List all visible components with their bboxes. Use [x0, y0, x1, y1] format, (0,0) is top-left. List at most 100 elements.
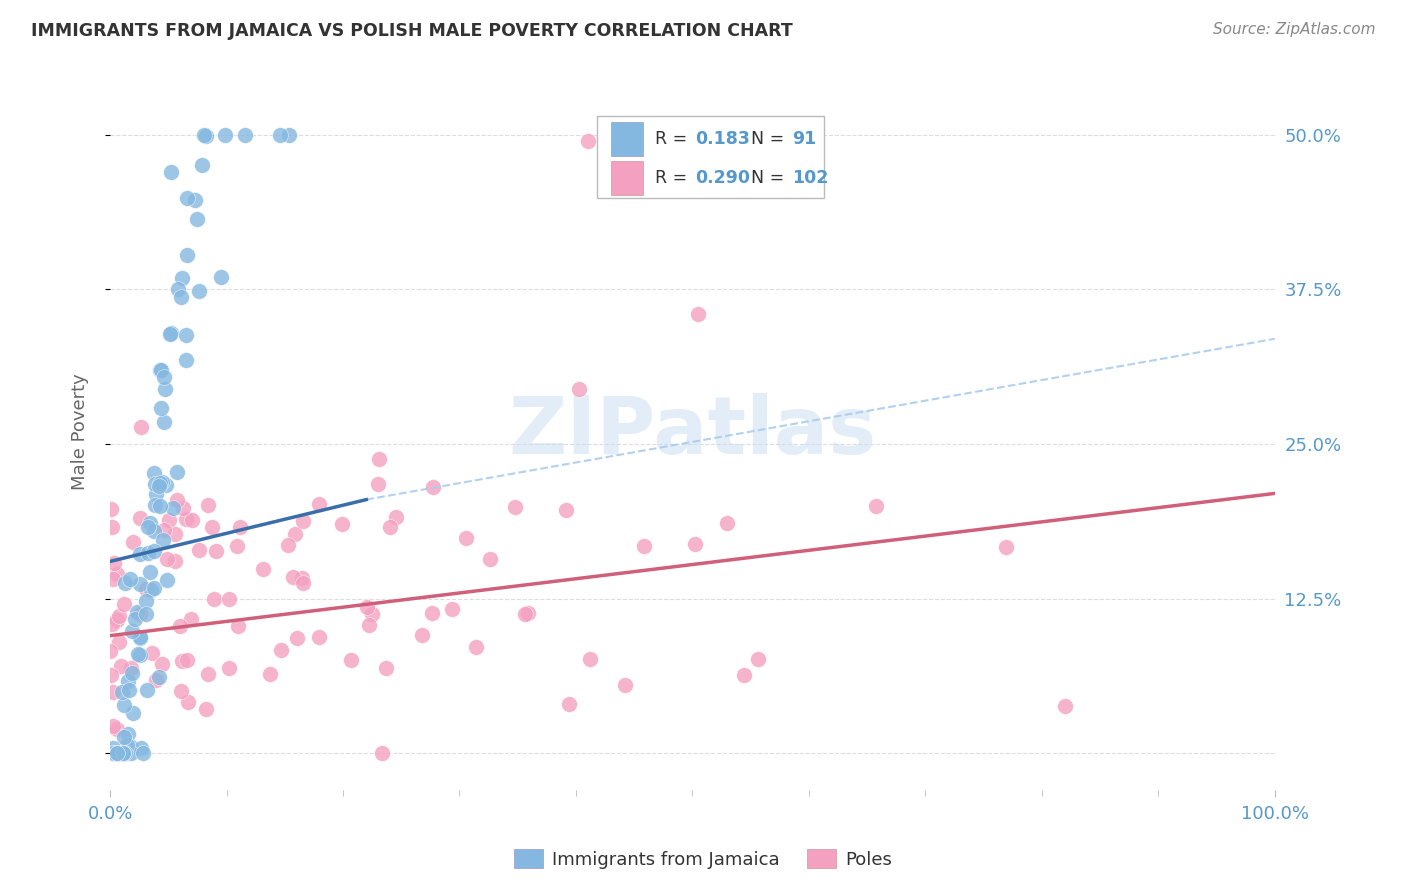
Point	[120, 746, 142, 760]
Point	[124, 612, 146, 626]
Point	[112, 698, 135, 712]
Point	[464, 640, 486, 655]
Point	[115, 739, 138, 754]
Point	[111, 746, 134, 760]
Point	[218, 592, 240, 607]
Point	[226, 619, 249, 633]
Point	[330, 516, 353, 531]
Point	[157, 513, 180, 527]
Point	[218, 661, 240, 675]
Point	[98, 644, 121, 658]
Point	[152, 415, 174, 429]
Point	[191, 158, 214, 172]
Point	[193, 128, 215, 142]
Point	[117, 674, 139, 689]
Point	[170, 684, 193, 698]
Point	[277, 537, 299, 551]
Text: N =: N =	[751, 169, 789, 186]
Point	[375, 661, 398, 675]
Point	[994, 541, 1017, 555]
Point	[135, 683, 157, 698]
Point	[200, 520, 222, 534]
Text: 0.290: 0.290	[695, 169, 749, 186]
Point	[290, 571, 312, 585]
Point	[108, 634, 131, 648]
Point	[115, 746, 138, 760]
Point	[145, 487, 167, 501]
Point	[101, 746, 124, 760]
Point	[162, 501, 184, 516]
Point	[150, 363, 173, 377]
Point	[110, 659, 132, 673]
Point	[278, 128, 301, 142]
Point	[270, 642, 292, 657]
Point	[152, 523, 174, 537]
Point	[187, 284, 209, 298]
Point	[269, 128, 291, 142]
Point	[214, 128, 236, 142]
Point	[107, 746, 129, 760]
Point	[169, 619, 191, 633]
Legend: Immigrants from Jamaica, Poles: Immigrants from Jamaica, Poles	[508, 842, 898, 876]
Point	[111, 685, 134, 699]
Point	[292, 575, 315, 590]
Point	[176, 248, 198, 262]
Point	[100, 502, 122, 516]
Point	[149, 500, 172, 514]
Text: N =: N =	[751, 130, 789, 148]
Point	[152, 533, 174, 548]
Text: R =: R =	[655, 130, 693, 148]
Point	[202, 592, 225, 607]
Point	[142, 467, 165, 481]
Point	[142, 543, 165, 558]
Text: 0.183: 0.183	[695, 130, 749, 148]
FancyBboxPatch shape	[610, 122, 644, 156]
Point	[371, 746, 394, 760]
Point	[112, 746, 135, 760]
Point	[114, 746, 136, 760]
Point	[135, 594, 157, 608]
Point	[170, 271, 193, 285]
Point	[101, 520, 124, 534]
Point	[136, 546, 159, 560]
Point	[107, 746, 129, 760]
Point	[138, 565, 160, 579]
Point	[145, 498, 167, 512]
Point	[209, 270, 232, 285]
Point	[308, 630, 330, 644]
Point	[142, 582, 165, 596]
Point	[129, 607, 152, 622]
Point	[131, 746, 153, 760]
Point	[478, 551, 501, 566]
Point	[112, 597, 135, 611]
Point	[129, 577, 152, 591]
Y-axis label: Male Poverty: Male Poverty	[72, 373, 89, 490]
Point	[411, 628, 433, 642]
Point	[120, 660, 142, 674]
Point	[380, 520, 402, 534]
Point	[367, 451, 389, 466]
Point	[129, 630, 152, 644]
Point	[197, 667, 219, 681]
Point	[127, 605, 149, 619]
Point	[1054, 699, 1077, 714]
Point	[112, 746, 135, 760]
Point	[579, 652, 602, 666]
Point	[115, 738, 138, 752]
Point	[118, 683, 141, 698]
Point	[688, 307, 710, 321]
Point	[576, 134, 599, 148]
Point	[131, 741, 153, 756]
Point	[356, 600, 378, 615]
Point	[385, 509, 408, 524]
Point	[229, 519, 252, 533]
Point	[308, 498, 330, 512]
Point	[180, 612, 202, 626]
Point	[107, 746, 129, 760]
Point	[177, 695, 200, 709]
Point	[176, 653, 198, 667]
Point	[165, 554, 187, 568]
Point	[155, 478, 177, 492]
Point	[167, 282, 190, 296]
Point	[683, 536, 706, 550]
